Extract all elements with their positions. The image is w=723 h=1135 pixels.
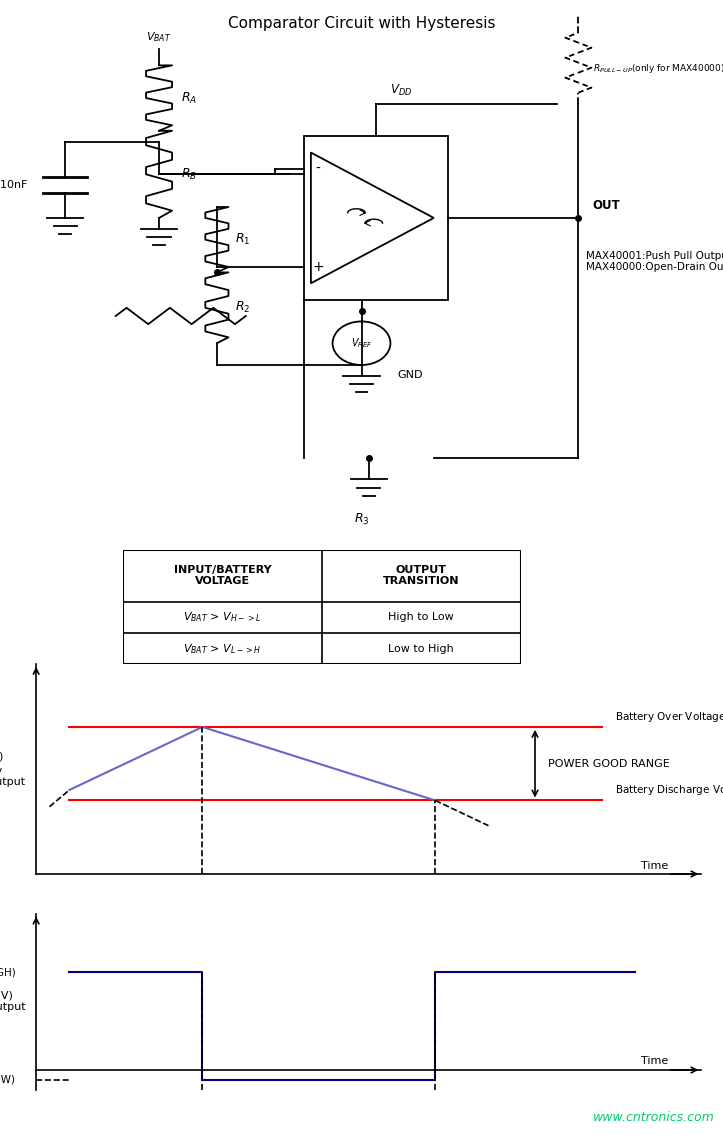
Text: -: -	[316, 162, 320, 176]
Text: $V_{BAT}$ > $V_{L->H}$: $V_{BAT}$ > $V_{L->H}$	[183, 642, 262, 656]
Text: $V_{BAT}$: $V_{BAT}$	[146, 30, 172, 43]
Text: Battery Over Voltage ($V_{H->L}$): Battery Over Voltage ($V_{H->L}$)	[615, 709, 723, 724]
Text: Time: Time	[641, 860, 668, 871]
Text: High to Low: High to Low	[388, 613, 454, 622]
Text: +: +	[312, 260, 324, 274]
Text: $V_{BAT}(V)$
Battery
Voltage Output: $V_{BAT}(V)$ Battery Voltage Output	[0, 750, 25, 788]
Text: MAX40001:Push Pull Output
MAX40000:Open-Drain Output: MAX40001:Push Pull Output MAX40000:Open-…	[586, 251, 723, 272]
Text: $V_{REF}$: $V_{REF}$	[351, 336, 372, 350]
Text: www.cntronics.com: www.cntronics.com	[593, 1111, 714, 1124]
Text: POWER GOOD RANGE: POWER GOOD RANGE	[548, 758, 670, 768]
Text: V(HIGH): V(HIGH)	[0, 967, 16, 977]
Text: $R_A$: $R_A$	[181, 91, 197, 106]
Text: Battery Discharge Voltage ($V_{L->H}$): Battery Discharge Voltage ($V_{L->H}$)	[615, 783, 723, 797]
Text: V(LOW): V(LOW)	[0, 1075, 16, 1085]
Text: $C_{IN}$: 10nF: $C_{IN}$: 10nF	[0, 178, 29, 192]
Text: GND: GND	[398, 370, 423, 380]
Text: $R_3$: $R_3$	[354, 512, 369, 528]
Text: V(OUT) (V)
Monitor Output: V(OUT) (V) Monitor Output	[0, 991, 25, 1012]
Bar	[304, 136, 448, 300]
Text: OUT: OUT	[593, 200, 620, 212]
Text: $R_{PULL-UP}$(only for MAX40000): $R_{PULL-UP}$(only for MAX40000)	[593, 61, 723, 75]
Text: $V_{BAT}$ > $V_{H->L}$: $V_{BAT}$ > $V_{H->L}$	[183, 611, 262, 624]
Text: $R_B$: $R_B$	[181, 167, 197, 182]
Text: $R_2$: $R_2$	[235, 301, 250, 316]
Text: INPUT/BATTERY
VOLTAGE: INPUT/BATTERY VOLTAGE	[174, 564, 271, 587]
Text: $V_{DD}$: $V_{DD}$	[390, 83, 413, 98]
Text: Comparator Circuit with Hysteresis: Comparator Circuit with Hysteresis	[228, 16, 495, 32]
Text: Time: Time	[641, 1057, 668, 1066]
Text: $R_1$: $R_1$	[235, 233, 250, 247]
Text: OUTPUT
TRANSITION: OUTPUT TRANSITION	[383, 564, 459, 587]
Text: Low to High: Low to High	[388, 645, 454, 654]
